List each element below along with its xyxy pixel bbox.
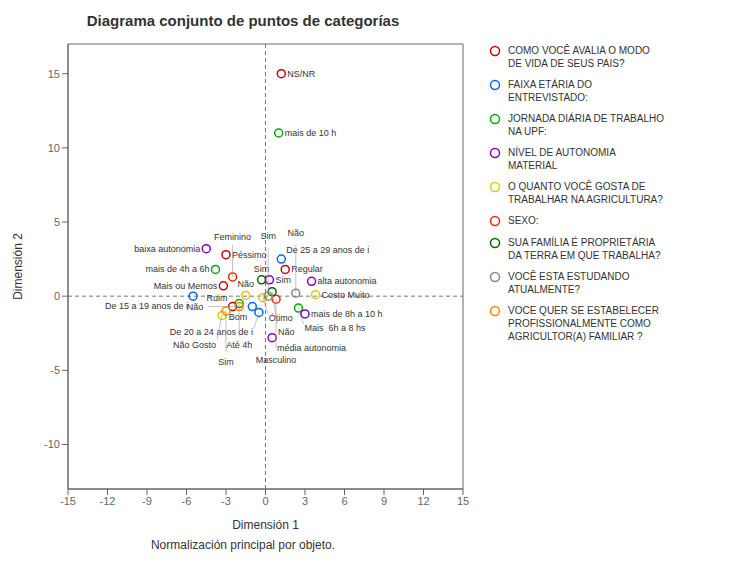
svg-text:15: 15: [48, 68, 60, 80]
svg-text:-9: -9: [142, 495, 152, 507]
html-text:O QUANTO VOCÊ GOSTA DE TRABALH: O QUANTO VOCÊ GOSTA DE TRABALHAR NA AGRI…: [508, 181, 663, 205]
svg-text:média autonomia: média autonomia: [277, 343, 346, 353]
svg-text:Sim: Sim: [218, 357, 234, 367]
svg-text:mais de 10 h: mais de 10 h: [285, 128, 337, 138]
svg-text:Mais 6h a 8 hs: Mais 6h a 8 hs: [304, 323, 366, 333]
svg-text:15: 15: [457, 495, 469, 507]
svg-text:baixa autonomia: baixa autonomia: [134, 244, 200, 254]
svg-text:6: 6: [341, 495, 347, 507]
svg-text:Bom: Bom: [229, 312, 248, 322]
svg-text:De 20 a 24 anos de i: De 20 a 24 anos de i: [170, 327, 253, 337]
svg-text:Não: Não: [237, 279, 254, 289]
svg-text:-3: -3: [221, 495, 231, 507]
svg-text:Sim: Sim: [275, 275, 291, 285]
svg-text:Não: Não: [187, 302, 204, 312]
html-text:Diagrama conjunto de puntos de: Diagrama conjunto de puntos de categoría…: [86, 12, 400, 29]
svg-text:mais de 4h a 6h: mais de 4h a 6h: [145, 264, 209, 274]
svg-text:-10: -10: [44, 438, 60, 450]
svg-text:Até 4h: Até 4h: [226, 340, 252, 350]
html-text:SEXO:: SEXO:: [508, 215, 539, 226]
svg-text:-5: -5: [50, 364, 60, 376]
html-text:NÍVEL DE AUTONOMIA MATERIAL: NÍVEL DE AUTONOMIA MATERIAL: [508, 147, 616, 171]
html-text:VOCE QUER SE ESTABELECER PROFI: VOCE QUER SE ESTABELECER PROFISSIONALMEN…: [508, 305, 659, 342]
svg-text:Costo Muito: Costo Muito: [322, 290, 370, 300]
svg-text:Péssimo: Péssimo: [232, 250, 267, 260]
svg-text:5: 5: [54, 216, 60, 228]
html-text:SUA FAMÍLIA É PROPRIETÁRIA DA: SUA FAMÍLIA É PROPRIETÁRIA DA TERRA EM Q…: [508, 237, 661, 261]
svg-text:-6: -6: [182, 495, 192, 507]
svg-text:0: 0: [54, 290, 60, 302]
svg-text:Sim: Sim: [260, 231, 276, 241]
svg-text:9: 9: [381, 495, 387, 507]
svg-text:Dimensión 2: Dimensión 2: [11, 233, 25, 300]
svg-text:0: 0: [262, 495, 268, 507]
svg-text:12: 12: [417, 495, 429, 507]
svg-text:-12: -12: [100, 495, 116, 507]
svg-text:-15: -15: [60, 495, 76, 507]
svg-text:10: 10: [48, 142, 60, 154]
svg-text:De 25 a 29 anos de i: De 25 a 29 anos de i: [286, 245, 369, 255]
html-text:COMO VOCÊ AVALIA O MODO DE VID: COMO VOCÊ AVALIA O MODO DE VIDA DE SEUS …: [508, 45, 650, 69]
svg-text:Masculino: Masculino: [256, 355, 297, 365]
html-text:Normalización principal por ob: Normalización principal por objeto.: [151, 538, 335, 552]
svg-text:Sim: Sim: [254, 264, 270, 274]
svg-text:Mais ou Memos: Mais ou Memos: [154, 281, 218, 291]
svg-text:Ruim: Ruim: [207, 293, 228, 303]
svg-text:Não: Não: [288, 228, 305, 238]
svg-text:Ótimo: Ótimo: [269, 313, 293, 323]
svg-text:De 15 a 19 anos de i: De 15 a 19 anos de i: [105, 301, 188, 311]
svg-text:alta autonomia: alta autonomia: [318, 276, 377, 286]
html-text:VOCÊ ESTA ESTUDANDO ATUALMENTE: VOCÊ ESTA ESTUDANDO ATUALMENTE?: [508, 271, 630, 295]
svg-text:NS/NR: NS/NR: [287, 69, 316, 79]
svg-text:Feminino: Feminino: [214, 232, 251, 242]
svg-text:3: 3: [302, 495, 308, 507]
svg-text:Não Gosto: Não Gosto: [173, 340, 216, 350]
html-text:JORNADA DIÁRIA DE TRABALHO NA: JORNADA DIÁRIA DE TRABALHO NA UPF:: [508, 113, 664, 137]
svg-text:Regular: Regular: [291, 264, 323, 275]
svg-text:mais de 8h a 10 h: mais de 8h a 10 h: [311, 309, 383, 319]
svg-text:Dimensión 1: Dimensión 1: [232, 518, 299, 532]
html-text:FAIXA ETÁRIA DO ENTREVISTADO:: FAIXA ETÁRIA DO ENTREVISTADO:: [508, 79, 592, 103]
svg-text:Não: Não: [278, 327, 295, 337]
